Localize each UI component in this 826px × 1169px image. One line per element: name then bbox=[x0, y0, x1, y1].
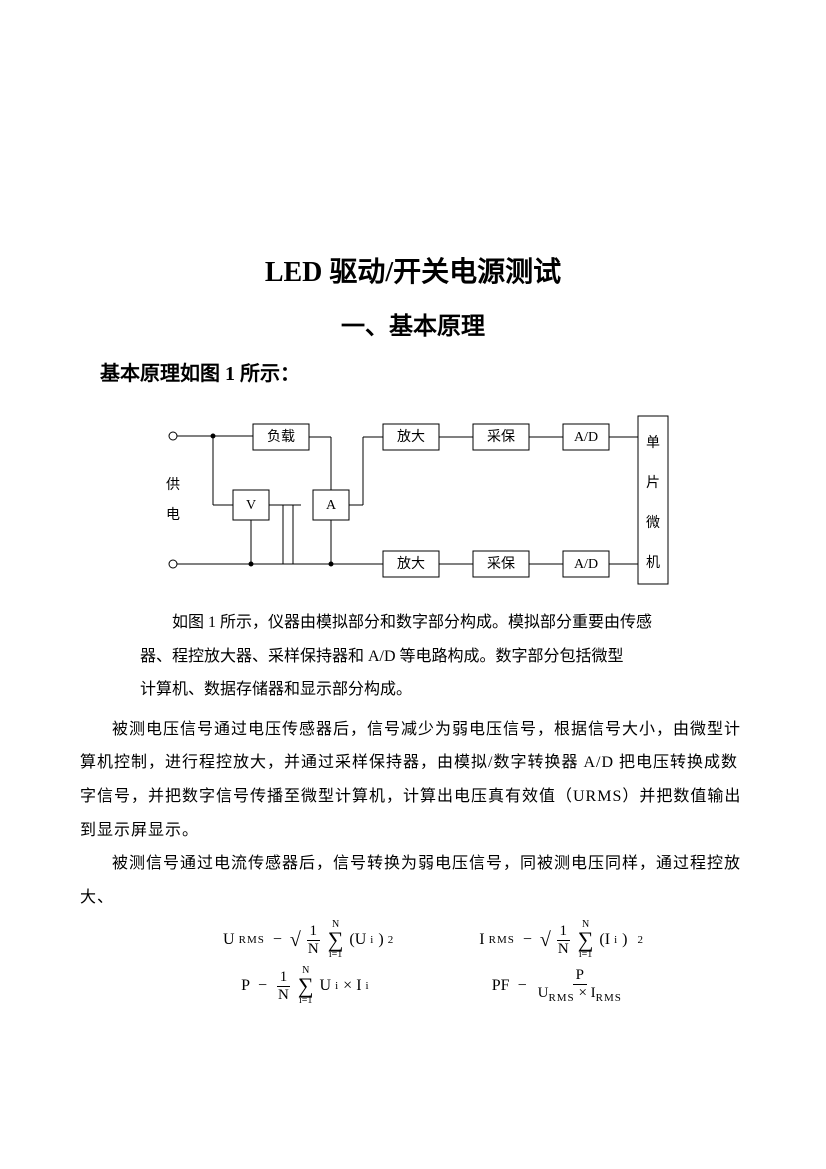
formula-row-2: P − 1N N∑i=1 Ui × Ii PF − P URMS × IRMS bbox=[180, 966, 686, 1006]
svg-text:负载: 负载 bbox=[267, 429, 295, 445]
svg-text:电: 电 bbox=[166, 507, 180, 523]
desc-line-2: 器、程控放大器、采样保持器和 A/D 等电路构成。数字部分包括微型 bbox=[140, 640, 706, 674]
formula-p: P − 1N N∑i=1 Ui × Ii bbox=[241, 966, 370, 1006]
paragraph-voltage-signal: 被测电压信号通过电压传感器后，信号减少为弱电压信号，根据信号大小，由微型计算机控… bbox=[80, 713, 746, 847]
svg-text:采保: 采保 bbox=[487, 556, 515, 572]
svg-text:微: 微 bbox=[646, 515, 660, 531]
page-title: LED 驱动/开关电源测试 bbox=[80, 250, 746, 290]
formula-pf: PF − P URMS × IRMS bbox=[492, 968, 625, 1004]
formula-irms: IRMS − √ 1N N∑i=1 (Ii) 2 bbox=[479, 920, 643, 960]
block-diagram: 供电负载VA放大采保A/D放大采保A/D单片微机 bbox=[80, 406, 746, 586]
svg-text:V: V bbox=[246, 498, 256, 513]
svg-text:放大: 放大 bbox=[397, 556, 425, 572]
formula-urms: URMS − √ 1N N∑i=1 (Ui)2 bbox=[223, 920, 393, 960]
desc-line-3: 计算机、数据存储器和显示部分构成。 bbox=[140, 673, 706, 707]
svg-text:机: 机 bbox=[646, 555, 660, 571]
svg-text:A/D: A/D bbox=[574, 557, 598, 572]
svg-text:采保: 采保 bbox=[487, 429, 515, 445]
paragraph-current-signal: 被测信号通过电流传感器后，信号转换为弱电压信号，同被测电压同样，通过程控放大、 bbox=[80, 847, 746, 914]
svg-text:单: 单 bbox=[646, 435, 660, 451]
svg-text:A: A bbox=[326, 498, 337, 513]
formula-row-1: URMS − √ 1N N∑i=1 (Ui)2 IRMS − √ 1N N∑i=… bbox=[180, 920, 686, 960]
svg-text:A/D: A/D bbox=[574, 430, 598, 445]
section-title: 一、基本原理 bbox=[80, 306, 746, 341]
svg-text:供: 供 bbox=[166, 477, 180, 493]
intro-text: 基本原理如图 1 所示： bbox=[80, 357, 746, 386]
desc-line-1: 如图 1 所示，仪器由模拟部分和数字部分构成。模拟部分重要由传感 bbox=[140, 606, 706, 640]
svg-text:放大: 放大 bbox=[397, 429, 425, 445]
svg-text:片: 片 bbox=[646, 475, 660, 491]
description-block: 如图 1 所示，仪器由模拟部分和数字部分构成。模拟部分重要由传感 器、程控放大器… bbox=[140, 606, 706, 707]
